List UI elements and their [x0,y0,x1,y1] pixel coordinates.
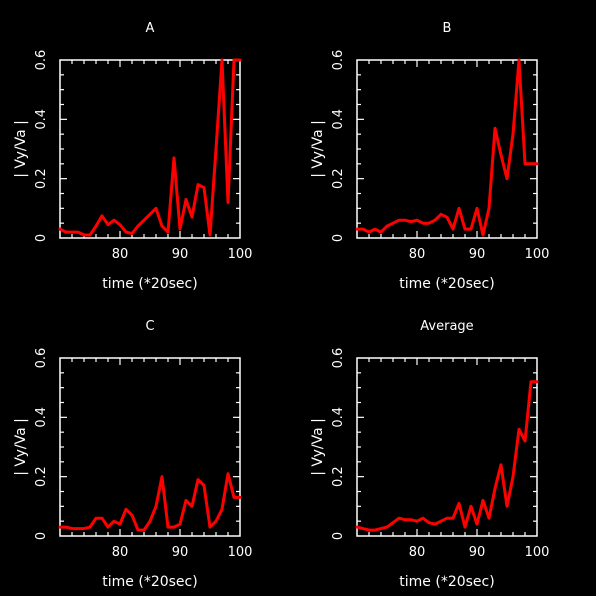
panel-average-ytick-label-0: 0 [331,532,346,540]
panel-average-xtick-label-80: 80 [409,545,426,560]
panel-a-ytick-label-0.2: 0.2 [34,168,49,189]
panel-c-frame [59,357,241,537]
panel-a-ytick-label-0.4: 0.4 [34,109,49,130]
panel-b-xlabel: time (*20sec) [399,276,494,292]
panel-c-xtick-label-100: 100 [228,545,253,560]
panel-average-ytick-label-0.4: 0.4 [331,407,346,428]
panel-a-series-line [58,58,242,237]
panel-average-ytick-label-0.2: 0.2 [331,466,346,487]
panel-a-xtick-label-80: 80 [112,247,129,262]
panel-a-xtick-label-100: 100 [228,247,253,262]
panel-b-ytick-label-0.2: 0.2 [331,168,346,189]
panel-c-ytick-label-0.2: 0.2 [34,466,49,487]
panel-average-xtick-label-90: 90 [469,545,486,560]
panel-average-ytick-label-0.6: 0.6 [331,348,346,369]
panel-a-ticks [60,60,240,238]
panel-a-xlabel: time (*20sec) [102,276,197,292]
panel-c-ytick-label-0.6: 0.6 [34,348,49,369]
panel-c-xlabel: time (*20sec) [102,574,197,590]
panel-c: C 80 90 100 0 0.2 0.4 0.6 time (*20sec) … [13,319,252,590]
panel-b-ytick-label-0.6: 0.6 [331,50,346,71]
panel-b-ytick-label-0: 0 [331,234,346,242]
panel-b-ytick-label-0.4: 0.4 [331,109,346,130]
panel-a-ylabel: | Vy/Va | [13,120,29,178]
panel-b-ylabel: | Vy/Va | [310,120,326,178]
panel-b-xtick-label-90: 90 [469,247,486,262]
panel-b-xtick-label-80: 80 [409,247,426,262]
panel-average-xtick-label-100: 100 [525,545,550,560]
panel-b-ticks [357,60,537,238]
panel-c-ytick-label-0.4: 0.4 [34,407,49,428]
panel-average-xlabel: time (*20sec) [399,574,494,590]
panel-a-xtick-label-90: 90 [172,247,189,262]
panel-a-ytick-label-0: 0 [34,234,49,242]
panel-b-series-line [355,58,539,237]
panel-average-ticks [357,358,537,536]
panel-c-xtick-label-90: 90 [172,545,189,560]
panel-average-frame [356,357,538,537]
panel-a-title: A [146,21,155,36]
panel-average-ylabel: | Vy/Va | [310,418,326,476]
panel-b-title: B [443,21,452,36]
panel-c-ytick-label-0: 0 [34,532,49,540]
panel-b: B 80 90 100 0 0.2 0.4 0.6 time (*20sec) … [310,21,549,292]
panel-c-xtick-label-80: 80 [112,545,129,560]
panel-c-ticks [60,358,240,536]
panel-average-title: Average [420,319,473,334]
panel-b-xtick-label-100: 100 [525,247,550,262]
panel-c-ylabel: | Vy/Va | [13,418,29,476]
panel-average-series-line [355,380,539,532]
panel-a-ytick-label-0.6: 0.6 [34,50,49,71]
panel-c-series-line [58,472,242,532]
panel-c-title: C [145,319,154,334]
panel-a: A 80 90 100 0 0.2 0.4 0.6 time (*20sec) … [13,21,252,292]
panel-average: Average 80 90 100 0 0.2 0.4 0.6 time (*2… [310,319,549,590]
